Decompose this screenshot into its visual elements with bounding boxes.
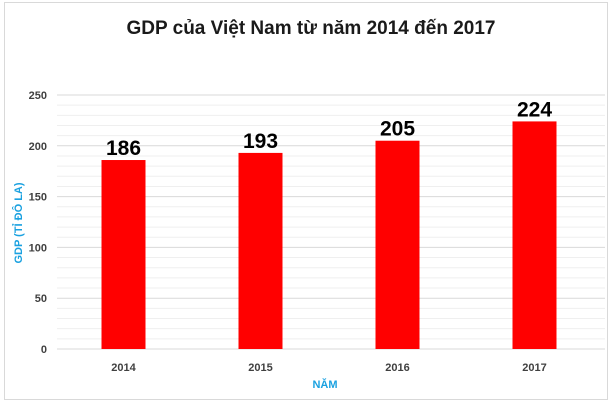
data-labels: 186 193 205 224: [106, 98, 552, 160]
bar-2016: [375, 140, 420, 349]
bar-2017: [512, 121, 557, 349]
x-axis-title: NĂM: [312, 378, 337, 391]
y-tick-label: 250: [29, 90, 47, 102]
data-label-2015: 193: [243, 130, 278, 153]
y-tick-label: 0: [41, 344, 47, 356]
x-axis-ticks: 2014 2015 2016 2017: [111, 362, 546, 374]
y-tick-label: 50: [35, 293, 47, 305]
x-tick-label-2015: 2015: [248, 362, 272, 374]
x-tick-label-2014: 2014: [111, 362, 136, 374]
bar-chart: GDP của Việt Nam từ năm 2014 đến 2017 0 5…: [12, 18, 605, 391]
bars: [101, 121, 557, 349]
y-tick-label: 200: [29, 141, 47, 153]
y-tick-label: 100: [29, 242, 47, 254]
chart-title: GDP của Việt Nam từ năm 2014 đến 2017: [127, 18, 496, 39]
x-tick-label-2016: 2016: [385, 362, 409, 374]
chart-frame: GDP của Việt Nam từ năm 2014 đến 2017 0 5…: [4, 2, 608, 400]
data-label-2014: 186: [106, 137, 141, 160]
x-tick-label-2017: 2017: [522, 362, 546, 374]
bar-2014: [101, 160, 146, 349]
bar-2015: [238, 152, 283, 349]
data-label-2017: 224: [517, 98, 552, 121]
data-label-2016: 205: [380, 118, 415, 141]
y-axis-ticks: 0 50 100 150 200 250: [29, 90, 47, 356]
y-tick-label: 150: [29, 192, 47, 204]
y-axis-title: GDP (TỈ ĐÔ LA): [12, 182, 25, 263]
